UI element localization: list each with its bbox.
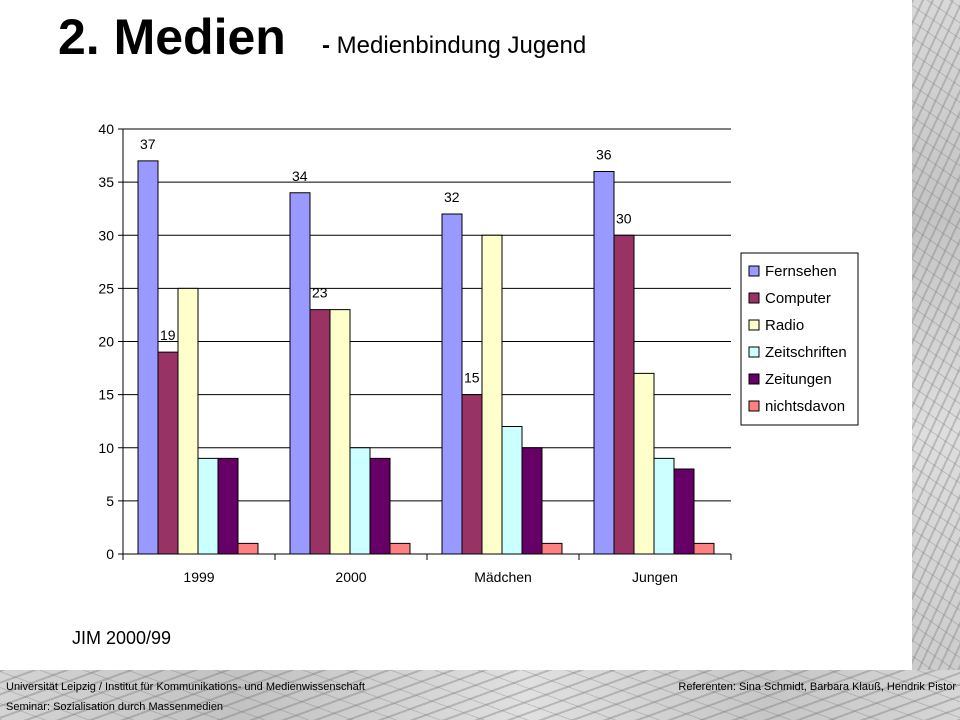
y-tick-label: 30 [98, 227, 114, 243]
y-tick-label: 0 [106, 546, 114, 562]
bar-zeitungen [369, 457, 391, 555]
bar-computer [309, 309, 331, 555]
legend-swatch [748, 265, 760, 277]
bar-fernsehen [441, 213, 463, 555]
y-tick-label: 15 [98, 387, 114, 403]
bar-fernsehen [137, 160, 159, 555]
data-label: 15 [464, 370, 480, 386]
legend-swatch [748, 346, 760, 358]
legend-label: Computer [765, 290, 831, 307]
y-tick-label: 20 [98, 334, 114, 350]
legend-label: Zeitschriften [765, 344, 847, 361]
legend-label: Zeitungen [765, 371, 832, 388]
bar-computer [157, 351, 179, 555]
x-tick-label: 2000 [335, 569, 366, 585]
page-title: 2. Medien [58, 9, 286, 65]
legend-label: nichtsdavon [765, 398, 845, 415]
bar-radio [329, 309, 351, 555]
marble-background-bottom [0, 670, 960, 720]
footer-seminar: Seminar: Sozialisation durch Massenmedie… [6, 701, 224, 713]
source-note: JIM 2000/99 [72, 628, 172, 648]
legend-label: Fernsehen [765, 263, 837, 280]
bar-radio [633, 372, 655, 555]
bar-zeitschriften [653, 457, 675, 555]
legend-swatch [748, 400, 760, 412]
bar-zeitungen [521, 447, 543, 555]
data-label: 30 [616, 210, 632, 226]
data-label: 32 [444, 189, 460, 205]
y-tick-label: 10 [98, 440, 114, 456]
bar-zeitungen [673, 468, 695, 555]
page-subtitle: - Medienbindung Jugend [322, 32, 586, 60]
data-label: 19 [160, 327, 176, 343]
footer-presenters: Referenten: Sina Schmidt, Barbara Klauß,… [678, 681, 956, 693]
data-label: 34 [292, 168, 308, 184]
y-tick-label: 5 [106, 493, 114, 509]
data-label: 37 [140, 136, 156, 152]
bar-fernsehen [593, 171, 615, 555]
legend-label: Radio [765, 317, 804, 334]
bar-zeitschriften [501, 426, 523, 555]
y-tick-label: 40 [98, 121, 114, 137]
data-label: 36 [596, 147, 612, 163]
legend-swatch [748, 373, 760, 385]
bar-nichtsdavon [693, 542, 715, 555]
legend-swatch [748, 319, 760, 331]
bar-nichtsdavon [389, 542, 411, 555]
x-tick-label: Mädchen [474, 569, 532, 585]
data-label: 23 [312, 285, 328, 301]
legend-box [740, 252, 859, 426]
bar-nichtsdavon [541, 542, 563, 555]
bar-zeitschriften [197, 457, 219, 555]
x-tick-label: Jungen [632, 569, 678, 585]
legend-swatch [748, 292, 760, 304]
subtitle-text: Medienbindung Jugend [336, 32, 587, 59]
bar-computer [461, 394, 483, 555]
bar-fernsehen [289, 192, 311, 555]
bar-zeitungen [217, 457, 239, 555]
bar-zeitschriften [349, 447, 371, 555]
x-tick-label: 1999 [183, 569, 214, 585]
bar-radio [177, 287, 199, 555]
y-tick-label: 25 [98, 280, 114, 296]
bar-radio [481, 234, 503, 555]
bar-computer [613, 234, 635, 555]
marble-background-right [912, 0, 960, 720]
subtitle-dash: - [322, 32, 330, 59]
bar-nichtsdavon [237, 542, 259, 555]
y-tick-label: 35 [98, 174, 114, 190]
footer-institution: Universität Leipzig / Institut für Kommu… [6, 681, 365, 693]
